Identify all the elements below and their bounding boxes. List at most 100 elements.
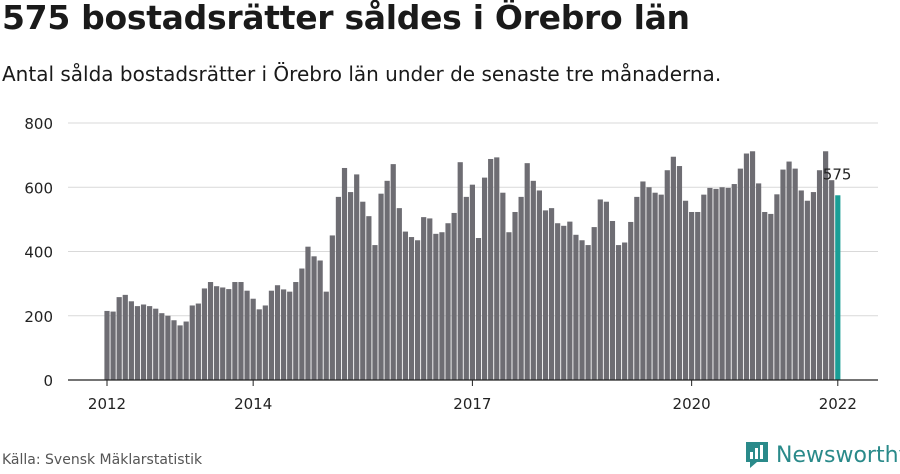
bar (177, 325, 183, 380)
bar (512, 211, 518, 380)
bar (293, 282, 299, 380)
bar (494, 157, 500, 380)
axes: 0 200 400 600 800 575 2012 2014 2017 2020 2022 (24, 115, 878, 413)
y-tick-label: 800 (24, 115, 53, 133)
bar (829, 180, 835, 380)
bar (823, 151, 829, 380)
y-tick-label: 600 (24, 179, 53, 197)
bar (597, 199, 603, 380)
bar (756, 183, 762, 380)
bar (414, 240, 421, 380)
bar (250, 298, 256, 380)
bar (122, 294, 128, 380)
bar (518, 196, 524, 380)
bar (262, 305, 268, 380)
bar (207, 282, 214, 380)
source-note: Källa: Svensk Mäklarstatistik (2, 452, 203, 468)
bar (786, 161, 792, 380)
bar (274, 285, 281, 380)
bar (402, 231, 409, 380)
x-tick-label: 2022 (819, 395, 857, 413)
bar (774, 194, 780, 380)
bar (573, 234, 579, 380)
bar (652, 192, 658, 380)
bar (134, 306, 141, 380)
bar (110, 311, 116, 380)
bar (220, 287, 226, 380)
y-tick-label: 200 (24, 308, 53, 326)
bar (281, 289, 287, 380)
y-tick-label: 400 (24, 244, 53, 262)
bar (536, 190, 542, 380)
bar (561, 225, 567, 380)
bar (585, 245, 591, 380)
bar (421, 217, 427, 380)
bar (707, 187, 713, 380)
bar (719, 187, 725, 380)
bar (147, 306, 153, 380)
bar (695, 211, 701, 380)
bar (256, 309, 262, 380)
bar (591, 227, 597, 380)
bar (749, 151, 756, 380)
bar (622, 242, 628, 380)
bar (530, 180, 536, 380)
bar-chart: 0 200 400 600 800 575 2012 2014 2017 2020 2022 (24, 115, 878, 413)
bar (439, 232, 445, 380)
bar (810, 192, 817, 380)
bar (183, 321, 189, 380)
bar (603, 201, 609, 380)
bar (780, 169, 786, 380)
bar (408, 237, 415, 380)
bar (469, 184, 475, 380)
bar (360, 201, 366, 380)
bar (567, 221, 573, 380)
bar (238, 282, 244, 380)
bar (670, 156, 676, 380)
chart-title: 575 bostadsrätter såldes i Örebro län (2, 0, 690, 37)
bar (816, 170, 823, 380)
bar (731, 184, 737, 380)
bar (384, 180, 390, 380)
bar (153, 308, 159, 380)
newsworthy-logo-icon (746, 442, 768, 468)
highlight-value-label: 575 (823, 165, 852, 183)
bar (664, 170, 670, 380)
bar (287, 291, 293, 380)
x-tick-label: 2014 (234, 395, 272, 413)
bar (488, 158, 494, 380)
bar (628, 221, 634, 380)
bar (140, 304, 147, 380)
bar (433, 233, 439, 380)
bar (676, 166, 683, 380)
bar (366, 216, 372, 380)
bar (609, 220, 616, 380)
bar (226, 289, 232, 380)
bar (737, 168, 743, 380)
bar (506, 232, 512, 380)
bar (457, 162, 463, 380)
bar (299, 268, 305, 380)
bar (427, 218, 433, 380)
bar (743, 153, 750, 380)
bar (792, 168, 798, 380)
bar (725, 187, 731, 380)
chart-subtitle: Antal sålda bostadsrätter i Örebro län u… (2, 62, 722, 86)
bar (500, 192, 506, 380)
bar (390, 164, 396, 380)
bar (463, 196, 469, 380)
y-tick-label: 0 (43, 372, 53, 390)
bar (396, 208, 402, 380)
bar (354, 174, 360, 380)
newsworthy-logo: Newsworthy (744, 440, 900, 470)
bar (372, 245, 378, 380)
bar (658, 194, 664, 380)
bar (232, 282, 238, 380)
x-tick-label: 2012 (88, 395, 126, 413)
bar (268, 290, 275, 380)
bar (104, 310, 110, 380)
bar (524, 163, 530, 380)
bar (195, 303, 201, 380)
brand-name: Newsworthy (776, 442, 900, 468)
bar (451, 212, 457, 380)
